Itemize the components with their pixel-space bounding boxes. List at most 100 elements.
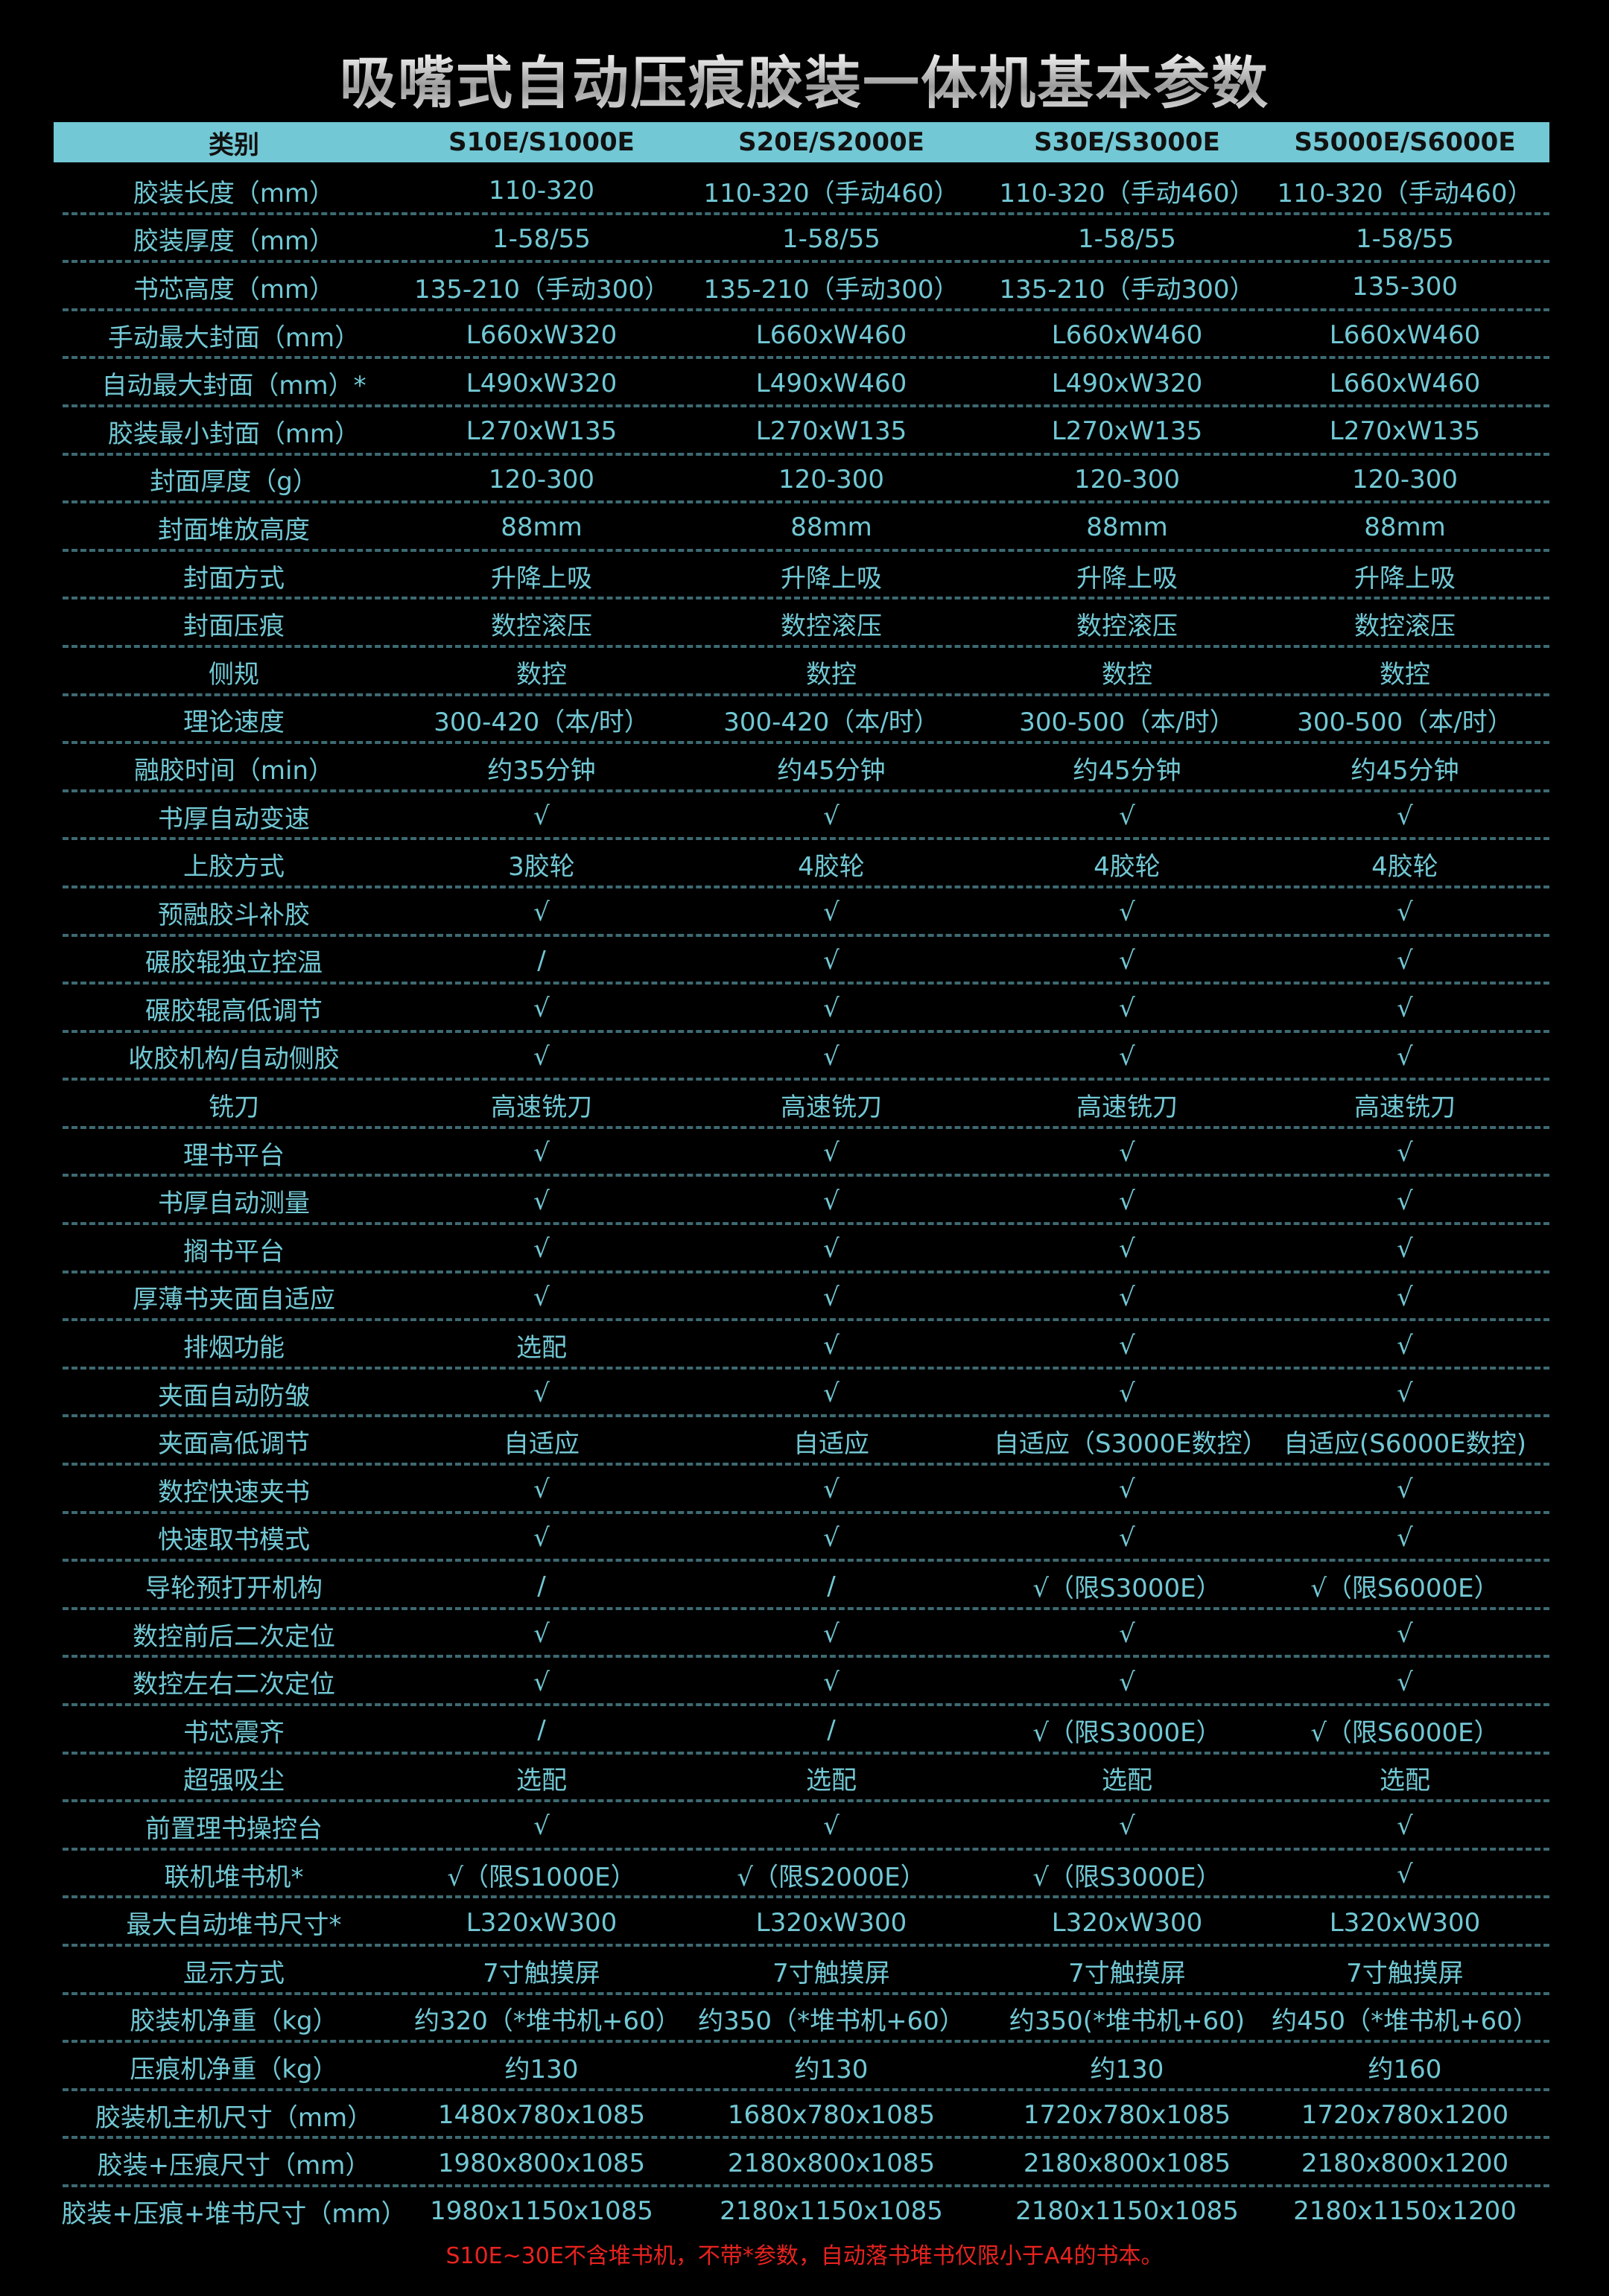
row-value-model-2: L490xW460 xyxy=(755,368,907,398)
row-value-model-4: 约450（*堆书机+60） xyxy=(1272,2006,1538,2037)
table-row: 胶装最小封面（mm） L270xW135 L270xW135 L270xW135 L27… xyxy=(54,407,1549,456)
table-row: 手动最大封面（mm） L660xW320 L660xW460 L660xW460 L66… xyxy=(54,311,1549,360)
row-label: 铣刀 xyxy=(209,1093,259,1123)
row-value-model-3: √ xyxy=(1119,1619,1135,1650)
row-value-model-2: √ xyxy=(823,945,840,976)
row-value-model-4: √ xyxy=(1397,1522,1413,1553)
row-label: 胶装+压痕尺寸（mm） xyxy=(97,2151,371,2181)
row-value-model-2: √ xyxy=(823,1041,840,1072)
row-value-model-1: 数控滚压 xyxy=(491,611,592,642)
row-value-model-2: 约350（*堆书机+60） xyxy=(698,2006,965,2037)
row-value-model-4: 4胶轮 xyxy=(1371,852,1438,883)
row-value-model-2: 7寸触摸屏 xyxy=(772,1958,890,1988)
row-value-model-4: √（限S6000E） xyxy=(1310,1574,1499,1604)
row-label: 前置理书操控台 xyxy=(145,1813,323,1844)
row-value-model-4: 升降上吸 xyxy=(1354,563,1456,594)
row-value-model-1: 1-58/55 xyxy=(492,223,591,254)
row-value-model-3: √ xyxy=(1119,1186,1135,1216)
row-value-model-3: 数控 xyxy=(1102,659,1152,690)
table-row: 胶装+压痕尺寸（mm） 1980x800x1085 2180x800x1085 218… xyxy=(54,2139,1549,2187)
row-value-model-3: L490xW320 xyxy=(1051,368,1203,398)
table-row: 上胶方式 3胶轮 4胶轮 4胶轮 4胶轮 xyxy=(54,840,1549,888)
row-value-model-1: / xyxy=(537,1715,546,1746)
row-value-model-1: 88mm xyxy=(501,512,583,543)
row-value-model-2: 数控滚压 xyxy=(781,611,882,642)
table-row: 数控左右二次定位 √ √ √ √ xyxy=(54,1658,1549,1706)
table-row: 融胶时间（min） 约35分钟 约45分钟 约45分钟 约45分钟 xyxy=(54,744,1549,792)
row-value-model-1: L660xW320 xyxy=(466,320,618,351)
row-value-model-2: 数控 xyxy=(806,659,857,690)
table-row: 快速取书模式 √ √ √ √ xyxy=(54,1514,1549,1562)
table-row: 理论速度 300-420（本/时） 300-420（本/时） 300-500（本/时）… xyxy=(54,696,1549,745)
row-value-model-3: √（限S3000E） xyxy=(1032,1574,1222,1604)
row-label: 预融胶斗补胶 xyxy=(158,900,310,930)
row-value-model-4: 88mm xyxy=(1364,512,1446,543)
row-value-model-3: 选配 xyxy=(1102,1766,1152,1796)
row-value-model-4: 约45分钟 xyxy=(1351,755,1459,786)
table-row: 最大自动堆书尺寸* L320xW300 L320xW300 L320xW300 L320… xyxy=(54,1898,1549,1947)
row-value-model-3: 2180x800x1085 xyxy=(1023,2148,1231,2178)
row-label: 理书平台 xyxy=(183,1140,285,1171)
row-label: 封面压痕 xyxy=(183,611,285,642)
row-value-model-3: 数控滚压 xyxy=(1076,611,1178,642)
row-value-model-2: 1680x780x1085 xyxy=(727,2100,936,2131)
row-value-model-3: √ xyxy=(1119,945,1135,976)
row-value-model-1: 135-210（手动300） xyxy=(414,274,670,305)
row-label: 上胶方式 xyxy=(183,852,285,883)
row-value-model-1: 约320（*堆书机+60） xyxy=(414,2006,681,2037)
row-label: 搁书平台 xyxy=(183,1236,285,1267)
row-value-model-2: 1-58/55 xyxy=(782,223,880,254)
row-value-model-1: √ xyxy=(533,993,550,1024)
row-value-model-2: L320xW300 xyxy=(755,1907,907,1938)
row-value-model-1: L270xW135 xyxy=(466,416,618,447)
row-value-model-1: L320xW300 xyxy=(466,1907,618,1938)
row-value-model-4: √ xyxy=(1397,1234,1413,1265)
table-row: 书厚自动测量 √ √ √ √ xyxy=(54,1177,1549,1225)
row-value-model-1: L490xW320 xyxy=(466,368,618,398)
row-value-model-2: 高速铣刀 xyxy=(781,1093,882,1123)
row-value-model-3: 135-210（手动300） xyxy=(999,274,1255,305)
row-value-model-2: √ xyxy=(823,897,840,928)
row-value-model-3: 升降上吸 xyxy=(1076,563,1178,594)
table-row: 理书平台 √ √ √ √ xyxy=(54,1129,1549,1177)
row-label: 理论速度 xyxy=(183,707,285,738)
row-value-model-3: √ xyxy=(1119,1811,1135,1842)
table-row: 导轮预打开机构 / / √（限S3000E） √（限S6000E） xyxy=(54,1562,1549,1610)
row-value-model-3: L660xW460 xyxy=(1051,320,1203,351)
row-value-model-4: √ xyxy=(1397,1811,1413,1842)
footnote: S10E~30E不含堆书机，不带*参数，自动落书堆书仅限小于A4的书本。 xyxy=(445,2243,1164,2269)
row-value-model-1: 7寸触摸屏 xyxy=(483,1958,600,1988)
row-value-model-1: √ xyxy=(533,1138,550,1168)
header-model-2: S20E/S2000E xyxy=(738,127,924,157)
table-row: 碾胶辊独立控温 / √ √ √ xyxy=(54,937,1549,985)
row-value-model-2: √（限S2000E） xyxy=(737,1862,926,1892)
table-row: 胶装长度（mm） 110-320 110-320（手动460） 110-320（手动4… xyxy=(54,167,1549,215)
row-value-model-4: √ xyxy=(1397,1138,1413,1168)
row-value-model-4: L320xW300 xyxy=(1329,1907,1481,1938)
row-value-model-2: 约130 xyxy=(794,2054,869,2084)
row-value-model-3: √ xyxy=(1119,1378,1135,1409)
table-row: 书芯震齐 / / √（限S3000E） √（限S6000E） xyxy=(54,1706,1549,1755)
row-value-model-1: 高速铣刀 xyxy=(491,1093,592,1123)
table-row: 显示方式 7寸触摸屏 7寸触摸屏 7寸触摸屏 7寸触摸屏 xyxy=(54,1947,1549,1995)
table-row: 预融胶斗补胶 √ √ √ √ xyxy=(54,888,1549,937)
row-value-model-3: L270xW135 xyxy=(1051,416,1203,447)
row-value-model-3: √ xyxy=(1119,1330,1135,1361)
row-value-model-2: √ xyxy=(823,1282,840,1312)
row-value-model-1: 1980x1150x1085 xyxy=(430,2196,653,2227)
table-row: 侧规 数控 数控 数控 数控 xyxy=(54,648,1549,696)
row-value-model-4: 2180x800x1200 xyxy=(1301,2148,1509,2178)
row-label: 排烟功能 xyxy=(183,1333,285,1364)
row-value-model-3: √ xyxy=(1119,1475,1135,1505)
row-value-model-1: 自适应 xyxy=(504,1429,580,1460)
table-row: 封面压痕 数控滚压 数控滚压 数控滚压 数控滚压 xyxy=(54,600,1549,648)
row-value-model-2: √ xyxy=(823,1475,840,1505)
row-label: 厚薄书夹面自适应 xyxy=(133,1285,335,1315)
row-value-model-3: 2180x1150x1085 xyxy=(1015,2196,1239,2227)
row-value-model-4: 自适应(S6000E数控) xyxy=(1283,1429,1527,1460)
row-value-model-2: √ xyxy=(823,1330,840,1361)
row-value-model-4: 300-500（本/时） xyxy=(1297,707,1513,738)
row-value-model-4: √ xyxy=(1397,1860,1413,1890)
row-value-model-1: √ xyxy=(533,897,550,928)
table-row: 搁书平台 √ √ √ √ xyxy=(54,1225,1549,1273)
